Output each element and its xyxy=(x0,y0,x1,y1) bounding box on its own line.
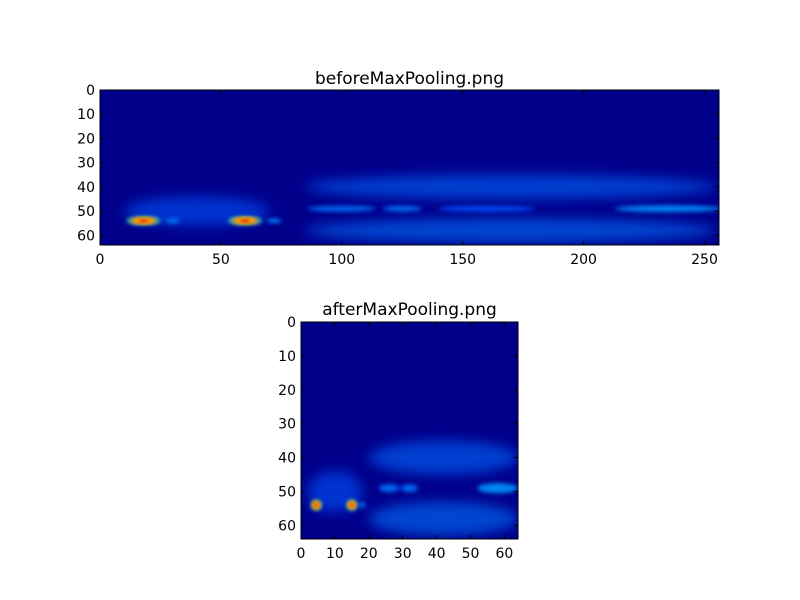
x-tick-label: 200 xyxy=(570,252,597,268)
x-tick-label: 50 xyxy=(212,252,230,268)
chart-title: afterMaxPooling.png xyxy=(322,300,497,320)
heatmap-feature xyxy=(305,218,717,243)
heatmap-feature xyxy=(615,205,719,213)
x-tick-label: 50 xyxy=(462,546,480,562)
heatmap-hotspot xyxy=(350,504,353,507)
x-tick-label: 150 xyxy=(449,252,476,268)
heatmap-feature xyxy=(368,440,518,475)
y-tick-label: 0 xyxy=(86,83,95,99)
x-tick-label: 250 xyxy=(691,252,718,268)
x-tick-label: 20 xyxy=(360,546,378,562)
heatmap-image xyxy=(301,322,518,539)
x-tick-label: 0 xyxy=(297,546,306,562)
x-tick-label: 10 xyxy=(326,546,344,562)
y-tick-label: 30 xyxy=(278,417,296,433)
y-tick-label: 40 xyxy=(77,180,95,196)
chart-title: beforeMaxPooling.png xyxy=(315,69,504,89)
y-tick-label: 10 xyxy=(278,349,296,365)
heatmap-feature xyxy=(378,484,400,493)
axes-frame xyxy=(99,89,720,246)
x-tick-label: 100 xyxy=(328,252,355,268)
y-tick-label: 40 xyxy=(278,451,296,467)
heatmap-image xyxy=(100,90,719,245)
heatmap-feature xyxy=(305,174,717,199)
y-tick-label: 0 xyxy=(287,315,296,331)
heatmap-feature xyxy=(307,205,376,212)
heatmap-feature xyxy=(358,502,366,508)
x-tick-label: 0 xyxy=(96,252,105,268)
heatmap-feature xyxy=(401,484,418,493)
y-tick-label: 50 xyxy=(77,204,95,220)
heatmap-hotspot xyxy=(241,220,249,222)
y-tick-label: 50 xyxy=(278,485,296,501)
y-tick-label: 60 xyxy=(278,518,296,534)
heatmap-hotspot xyxy=(140,220,147,222)
y-tick-label: 20 xyxy=(278,383,296,399)
heatmap-feature xyxy=(368,501,518,536)
heatmap-feature xyxy=(438,205,536,212)
y-tick-label: 10 xyxy=(77,107,95,123)
after-max-pooling-axes: afterMaxPooling.png 0 10 20 30 40 50 600102030… xyxy=(278,300,519,562)
x-tick-label: 30 xyxy=(394,546,412,562)
axes-frame xyxy=(300,321,519,540)
heatmap-feature xyxy=(382,205,422,212)
heatmap-feature xyxy=(165,218,180,224)
x-tick-label: 40 xyxy=(428,546,446,562)
y-tick-label: 20 xyxy=(77,131,95,147)
y-tick-label: 60 xyxy=(77,228,95,244)
heatmap-feature xyxy=(266,218,282,224)
x-tick-label: 60 xyxy=(496,546,514,562)
heatmap-feature xyxy=(477,483,518,494)
heatmap-hotspot xyxy=(315,504,318,507)
before-max-pooling-axes: beforeMaxPooling.png 0 50 100 150 200 250 0 10 2… xyxy=(77,69,720,268)
y-tick-label: 30 xyxy=(77,156,95,172)
